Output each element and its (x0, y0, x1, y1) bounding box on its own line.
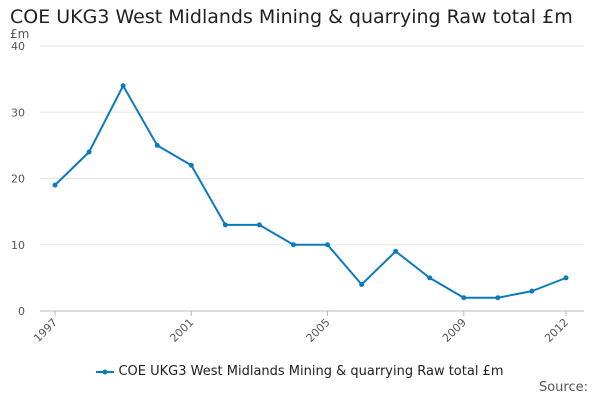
chart-title: COE UKG3 West Midlands Mining & quarryin… (10, 6, 573, 28)
data-point (495, 295, 501, 301)
x-axis-ticks: 1997 2001 2005 2009 2012 (31, 311, 571, 345)
x-tick-label: 2001 (167, 316, 196, 345)
data-point (52, 182, 58, 188)
data-point (154, 142, 160, 148)
x-tick-label: 2009 (440, 316, 469, 345)
x-tick-label: 2012 (542, 316, 571, 345)
source-label: Source: (538, 380, 588, 395)
data-point (427, 275, 433, 281)
legend: COE UKG3 West Midlands Mining & quarryin… (0, 364, 600, 379)
data-point (290, 242, 296, 248)
data-point (222, 222, 228, 228)
data-point (529, 288, 535, 294)
data-point (393, 248, 399, 254)
y-tick-label: 40 (11, 40, 25, 53)
x-tick-label: 1997 (31, 316, 60, 345)
y-axis-unit-label: £m (10, 27, 29, 41)
data-point (563, 275, 569, 281)
data-point (188, 162, 194, 168)
series-group (52, 83, 569, 301)
legend-label: COE UKG3 West Midlands Mining & quarryin… (118, 364, 504, 379)
series-line (54, 84, 567, 299)
y-tick-label: 0 (18, 305, 25, 318)
legend-swatch (96, 366, 115, 378)
y-tick-label: 20 (11, 173, 25, 186)
y-axis-ticks: 0 10 20 30 40 (11, 40, 25, 318)
data-point (461, 295, 467, 301)
data-point (325, 242, 331, 248)
data-point (86, 149, 92, 155)
data-point (120, 83, 126, 89)
data-point (256, 222, 262, 228)
y-tick-label: 30 (11, 106, 25, 119)
data-point (359, 282, 365, 287)
x-tick-label: 2005 (304, 316, 333, 345)
y-tick-label: 10 (11, 239, 25, 252)
